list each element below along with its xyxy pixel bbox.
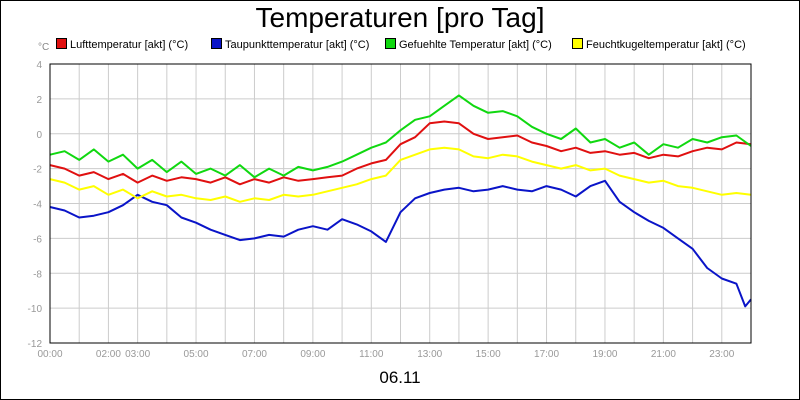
legend-item-feuchtkugeltemperatur: Feuchtkugeltemperatur [akt] (°C): [572, 38, 746, 51]
legend-item-lufttemperatur: Lufttemperatur [akt] (°C): [56, 38, 188, 51]
x-tick-label: 09:00: [300, 349, 325, 360]
legend-label: Taupunkttemperatur [akt] (°C): [225, 39, 370, 51]
series-line-3: [49, 146, 752, 203]
x-axis-date-label: 06.11: [379, 368, 421, 387]
legend-item-taupunkttemperatur: Taupunkttemperatur [akt] (°C): [211, 38, 369, 51]
y-tick-label: -10: [28, 304, 43, 315]
y-tick-label: -8: [33, 269, 42, 280]
legend-label: Gefuehlte Temperatur [akt] (°C): [399, 39, 552, 51]
series-line-2: [49, 94, 752, 179]
y-axis-label: °C: [38, 42, 50, 53]
chart-title: Temperaturen [pro Tag]: [255, 2, 545, 33]
x-tick-label: 23:00: [709, 349, 734, 360]
x-tick-label: 15:00: [476, 349, 501, 360]
legend-label: Lufttemperatur [akt] (°C): [70, 39, 189, 51]
x-tick-label: 11:00: [359, 349, 384, 360]
legend-item-gefuehlte-temperatur: Gefuehlte Temperatur [akt] (°C): [385, 38, 552, 51]
x-tick-label: 13:00: [417, 349, 442, 360]
legend-swatch-gefuehlte-temperatur: [385, 38, 396, 49]
x-tick-label: 17:00: [534, 349, 559, 360]
y-tick-label: -2: [33, 165, 42, 176]
x-tick-label: 03:00: [125, 349, 150, 360]
legend-label: Feuchtkugeltemperatur [akt] (°C): [586, 39, 746, 51]
x-tick-label: 05:00: [184, 349, 209, 360]
x-tick-label: 07:00: [242, 349, 267, 360]
x-tick-label: 19:00: [592, 349, 617, 360]
plot-border: [49, 63, 752, 344]
y-tick-label: 0: [36, 130, 42, 141]
legend-swatch-lufttemperatur: [56, 38, 67, 49]
series-line-1: [49, 179, 752, 308]
y-tick-label: -6: [33, 234, 42, 245]
legend-swatch-taupunkttemperatur: [211, 38, 222, 49]
x-tick-label: 02:00: [96, 349, 121, 360]
y-tick-label: -4: [33, 200, 42, 211]
y-tick-label: -12: [28, 339, 43, 350]
legend-swatch-feuchtkugeltemperatur: [572, 38, 583, 49]
y-tick-label: 4: [36, 60, 42, 71]
y-tick-label: 2: [36, 95, 42, 106]
x-tick-label: 21:00: [651, 349, 676, 360]
series-line-0: [49, 120, 752, 186]
x-tick-label: 00:00: [37, 349, 62, 360]
